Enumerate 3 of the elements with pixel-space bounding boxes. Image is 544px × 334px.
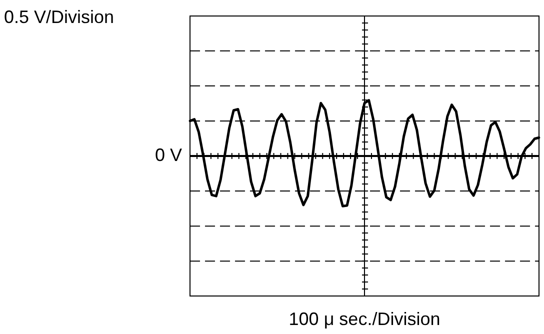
text: 0.5 V/Division (4, 6, 114, 27)
text: 100 μ sec./Division (288, 308, 440, 329)
ref-line-label: 0 V (154, 144, 182, 165)
